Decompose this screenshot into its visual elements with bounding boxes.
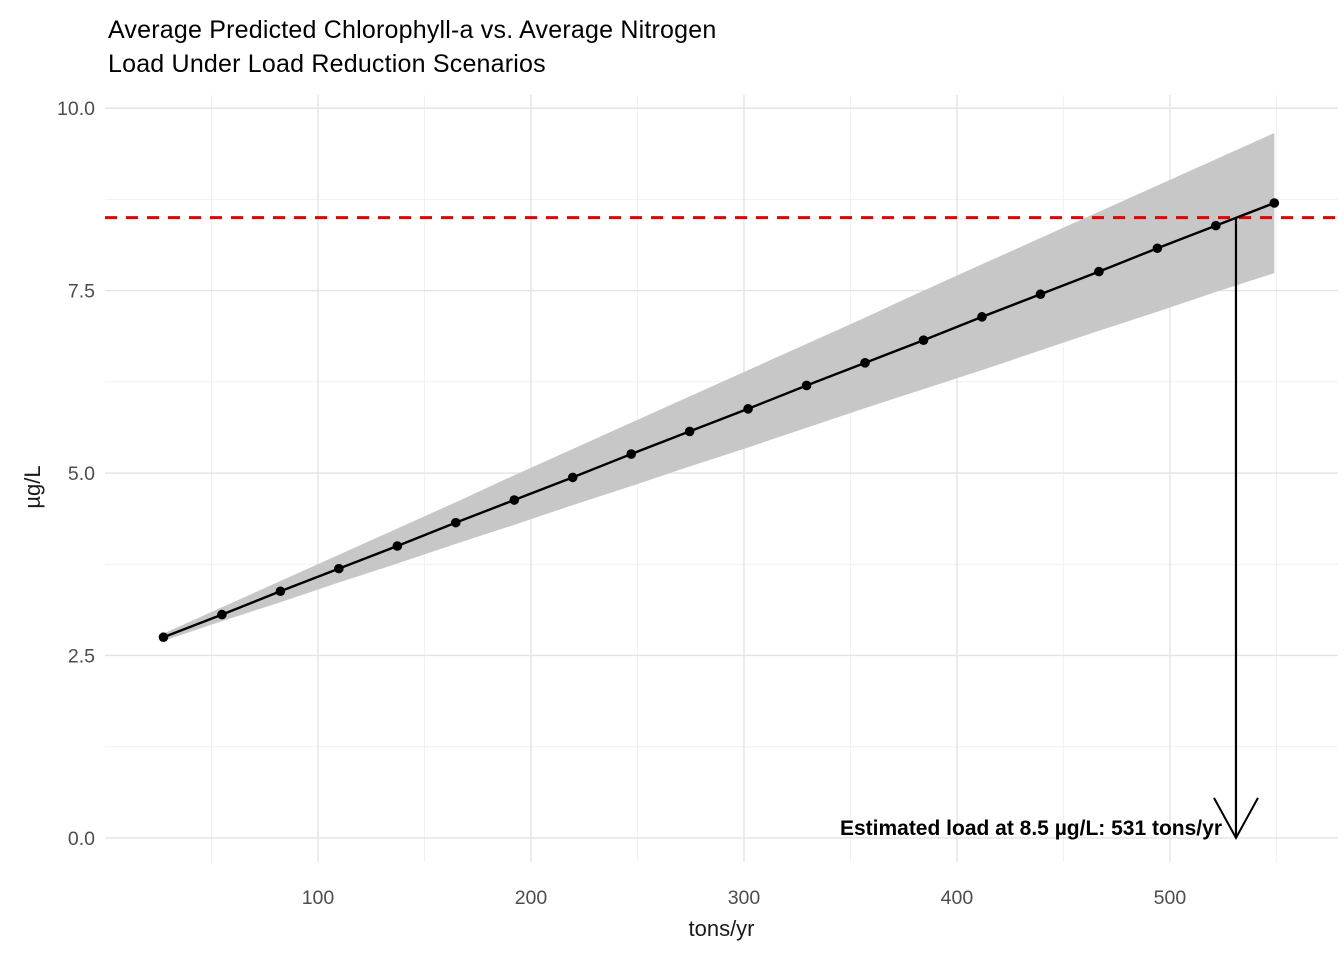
data-point	[860, 358, 870, 368]
data-point	[1035, 289, 1046, 300]
y-tick-label: 7.5	[68, 281, 95, 303]
data-point	[450, 517, 461, 528]
y-tick-label: 2.5	[68, 645, 95, 667]
data-point	[158, 632, 169, 643]
data-point	[275, 586, 286, 597]
x-tick-label: 100	[302, 887, 335, 909]
y-tick-label: 10.0	[57, 98, 95, 120]
x-axis-title: tons/yr	[688, 916, 755, 941]
chart-title-line2: Load Under Load Reduction Scenarios	[108, 50, 546, 78]
data-point	[684, 426, 695, 437]
confidence-ribbon	[163, 132, 1275, 641]
x-tick-label: 200	[515, 887, 548, 909]
data-point	[1269, 198, 1280, 208]
x-tick-label: 400	[941, 887, 974, 909]
y-tick-label: 5.0	[68, 463, 95, 485]
data-point	[743, 404, 753, 414]
data-point	[1152, 243, 1163, 254]
data-point	[567, 472, 578, 483]
y-tick-label: 0.0	[68, 828, 95, 850]
data-point	[977, 312, 987, 322]
chart-title: Average Predicted Chlorophyll-a vs. Aver…	[108, 13, 716, 81]
prediction-line	[163, 201, 1275, 639]
annotation-estimated-load: Estimated load at 8.5 µg/L: 531 tons/yr	[839, 817, 1222, 840]
data-point	[801, 380, 812, 391]
x-tick-label: 300	[728, 887, 761, 909]
data-point	[918, 335, 929, 346]
data-point	[1211, 220, 1221, 231]
data-point	[217, 609, 227, 620]
x-tick-label: 500	[1154, 887, 1187, 909]
y-axis-title: µg/L	[20, 465, 45, 509]
chart-title-line1: Average Predicted Chlorophyll-a vs. Aver…	[108, 16, 717, 44]
arrowhead-icon	[1213, 797, 1259, 840]
data-point	[392, 541, 403, 551]
data-point	[509, 495, 520, 505]
data-point	[626, 449, 636, 459]
data-point	[334, 563, 344, 574]
data-point	[1094, 266, 1104, 277]
